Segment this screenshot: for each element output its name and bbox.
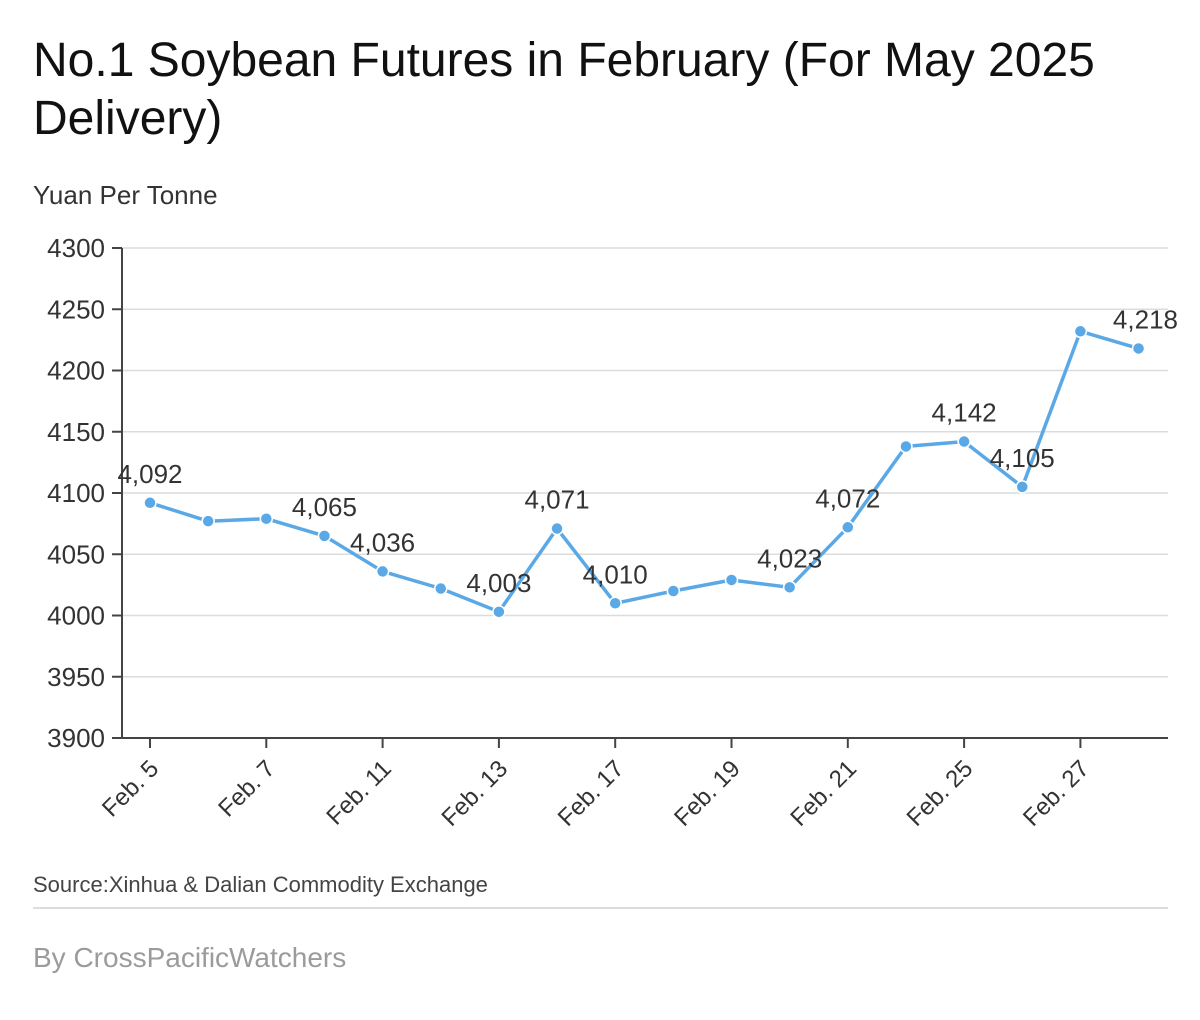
series-soybean-price — [143, 324, 1146, 619]
data-label-14: 4,142 — [932, 398, 997, 428]
data-label-6: 4,003 — [466, 568, 531, 598]
data-point-0 — [143, 496, 157, 510]
y-tick-label-4250: 4250 — [47, 294, 105, 324]
data-point-8 — [608, 596, 622, 610]
x-tick-label: Feb. 21 — [785, 755, 862, 832]
data-point-15 — [1015, 480, 1029, 494]
y-tick-label-4150: 4150 — [47, 417, 105, 447]
data-label-12: 4,072 — [815, 483, 880, 513]
data-label-0: 4,092 — [117, 459, 182, 489]
x-tick-label: Feb. 5 — [97, 755, 164, 822]
y-axis-ticks: 3900 3950 4000 4050 4100 4150 4200 4250 4300 — [47, 233, 122, 753]
data-point-1 — [201, 514, 215, 528]
data-point-5 — [434, 581, 448, 596]
data-point-4 — [375, 564, 390, 579]
x-tick-label: Feb. 11 — [321, 755, 396, 830]
line-chart: 3900 3950 4000 4050 4100 4150 4200 4250 4300 Feb… — [47, 233, 1178, 832]
data-point-17 — [1131, 341, 1146, 356]
byline: By CrossPacificWatchers — [33, 942, 347, 973]
x-tick-label: Feb. 13 — [436, 755, 513, 832]
data-point-13 — [899, 439, 913, 454]
data-point-12 — [841, 520, 855, 535]
y-tick-label-4300: 4300 — [47, 233, 105, 263]
data-point-10 — [724, 573, 739, 587]
data-point-2 — [259, 511, 274, 526]
x-tick-label: Feb. 25 — [902, 755, 979, 832]
series-line — [149, 329, 1139, 614]
x-tick-label: Feb. 27 — [1018, 755, 1095, 832]
y-tick-label-3950: 3950 — [47, 662, 105, 692]
data-label-17: 4,218 — [1113, 304, 1178, 334]
data-point-7 — [550, 521, 564, 536]
data-point-3 — [317, 529, 332, 543]
chart-title: No.1 Soybean Futures in February (For Ma… — [33, 34, 1095, 145]
data-point-9 — [666, 584, 681, 598]
data-label-3: 4,065 — [292, 492, 357, 522]
data-point-16 — [1073, 324, 1088, 339]
x-tick-label: Feb. 7 — [213, 755, 280, 822]
data-label-11: 4,023 — [757, 543, 822, 573]
data-point-14 — [957, 434, 971, 449]
y-tick-label-4000: 4000 — [47, 601, 105, 631]
data-labels: 4,092 4,065 4,036 4,003 4,071 4,010 4,023 4,072… — [117, 304, 1178, 597]
y-tick-label-4100: 4100 — [47, 478, 105, 508]
gridlines — [122, 247, 1168, 678]
footer-divider — [33, 907, 1168, 909]
y-tick-label-4200: 4200 — [47, 356, 105, 386]
x-axis-ticks: Feb. 5 Feb. 7 Feb. 11 Feb. 13 Feb. 17 Feb. 19… — [97, 738, 1095, 832]
x-tick-label: Feb. 17 — [553, 755, 630, 832]
data-label-7: 4,071 — [525, 485, 590, 515]
data-label-4: 4,036 — [350, 527, 415, 557]
x-tick-label: Feb. 19 — [669, 755, 746, 832]
y-axis-unit-label: Yuan Per Tonne — [33, 180, 218, 210]
data-point-6 — [492, 605, 506, 619]
data-point-11 — [782, 580, 797, 595]
data-label-15: 4,105 — [990, 443, 1055, 473]
data-label-8: 4,010 — [583, 559, 648, 589]
source-note: Source:Xinhua & Dalian Commodity Exchang… — [33, 872, 488, 897]
y-tick-label-3900: 3900 — [47, 723, 105, 753]
y-tick-label-4050: 4050 — [47, 539, 105, 569]
